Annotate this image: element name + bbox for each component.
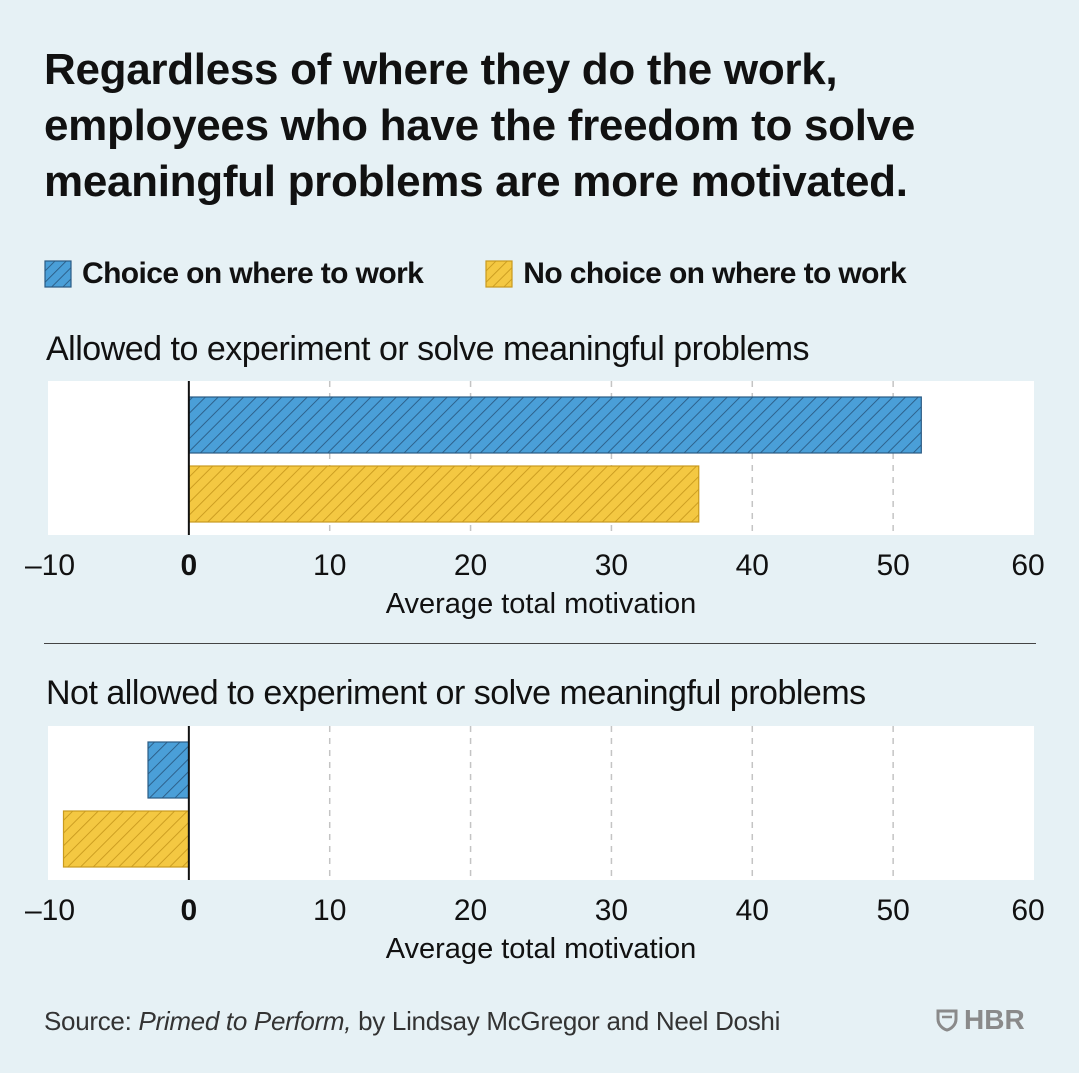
legend-item-choice: Choice on where to work [44,257,424,291]
tick-label: –10 [25,549,75,582]
bar-choice [147,741,190,799]
source-prefix: Source: [44,1006,139,1036]
source-book: Primed to Perform, [138,1006,352,1036]
tick-label: 60 [1011,894,1044,927]
tick-label: 20 [454,894,487,927]
bar-no-choice [188,465,700,523]
source-suffix: by Lindsay McGregor and Neel Doshi [351,1006,781,1036]
legend: Choice on where to work No choice on whe… [44,256,968,292]
plot-background [48,726,1034,880]
legend-swatch-choice [44,260,72,288]
tick-label: 50 [876,549,909,582]
hbr-logo: HBR [936,1004,1025,1036]
x-axis-label: Average total motivation [386,588,697,620]
legend-label-choice: Choice on where to work [82,257,424,290]
legend-swatch-no-choice [485,260,513,288]
legend-label-no-choice: No choice on where to work [523,257,907,290]
tick-label: 50 [876,894,909,927]
chart-not-allowed: –10 0 10 20 30 40 50 60 Average total motivation [25,726,1045,965]
x-axis-label: Average total motivation [386,933,697,965]
tick-label: 10 [313,894,346,927]
tick-label: 30 [595,549,628,582]
tick-label: 30 [595,894,628,927]
panel-title-not-allowed: Not allowed to experiment or solve meani… [46,674,866,712]
tick-label: 0 [181,549,198,582]
bar-choice [188,396,922,454]
logo-text: HBR [964,1004,1025,1035]
tick-label: 20 [454,549,487,582]
tick-label: 40 [736,549,769,582]
legend-item-no-choice: No choice on where to work [485,257,907,291]
chart-title: Regardless of where they do the work, em… [44,45,916,206]
bar-no-choice [62,810,190,868]
tick-label: –10 [25,894,75,927]
panel-title-allowed: Allowed to experiment or solve meaningfu… [46,330,810,368]
tick-label: 40 [736,894,769,927]
chart-allowed: –10 0 10 20 30 40 50 60 Average total motivation [25,381,1045,620]
tick-label: 60 [1011,549,1044,582]
shield-icon [936,1009,958,1032]
source-note: Source: Primed to Perform, by Lindsay Mc… [44,1006,780,1037]
tick-label: 0 [181,894,198,927]
tick-label: 10 [313,549,346,582]
divider [44,643,1036,644]
